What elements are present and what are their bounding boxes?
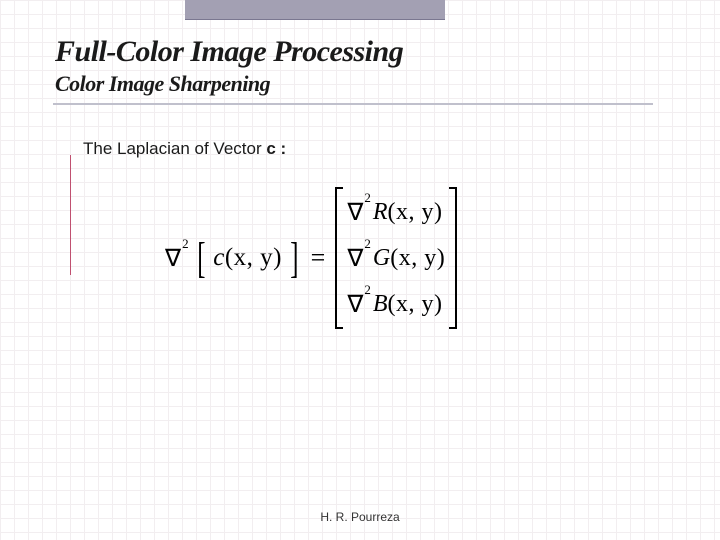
- nabla-icon: ∇: [347, 244, 363, 273]
- nabla-icon: ∇: [165, 244, 181, 273]
- row-operator: ∇2: [347, 290, 371, 319]
- row-fn: G: [373, 245, 390, 272]
- equals-sign: =: [311, 243, 326, 273]
- row-fn: B: [373, 291, 388, 318]
- matrix-left-bracket: [335, 187, 343, 329]
- row-sup: 2: [364, 190, 371, 206]
- body-prefix: The Laplacian of Vector: [83, 139, 266, 158]
- matrix-row: ∇2 R(x, y): [347, 195, 445, 229]
- nabla-icon: ∇: [347, 290, 363, 319]
- matrix-right-bracket: [449, 187, 457, 329]
- body-text: The Laplacian of Vector c :: [83, 139, 720, 159]
- slide-content: Full-Color Image Processing Color Image …: [0, 0, 720, 329]
- matrix-row: ∇2 B(x, y): [347, 287, 445, 321]
- matrix-rows: ∇2 R(x, y) ∇2 G(x, y) ∇2 B(x, y): [343, 187, 449, 329]
- rhs-matrix: ∇2 R(x, y) ∇2 G(x, y) ∇2 B(x, y): [335, 187, 457, 329]
- lhs-fn: c: [213, 244, 225, 271]
- lhs-left-bracket: [: [197, 236, 205, 280]
- nabla-icon: ∇: [347, 198, 363, 227]
- slide-title: Full-Color Image Processing: [55, 35, 720, 69]
- lhs-right-bracket: ]: [290, 236, 298, 280]
- row-sup: 2: [364, 282, 371, 298]
- title-underline: [53, 103, 653, 105]
- row-operator: ∇2: [347, 244, 371, 273]
- body-vector: c :: [266, 139, 286, 158]
- slide-subtitle: Color Image Sharpening: [55, 71, 720, 97]
- matrix-row: ∇2 G(x, y): [347, 241, 445, 275]
- lhs-operator: ∇2: [165, 244, 189, 273]
- lhs-sup: 2: [182, 236, 189, 252]
- row-args: (x, y): [390, 245, 445, 272]
- equation: ∇2 [ c(x, y) ] = ∇2 R(x, y) ∇2 G: [165, 187, 720, 329]
- row-args: (x, y): [388, 291, 443, 318]
- row-args: (x, y): [388, 199, 443, 226]
- footer-author: H. R. Pourreza: [0, 510, 720, 524]
- lhs-inner: c(x, y): [213, 244, 282, 272]
- row-fn: R: [373, 199, 388, 226]
- row-sup: 2: [364, 236, 371, 252]
- row-operator: ∇2: [347, 198, 371, 227]
- lhs-args: (x, y): [225, 244, 282, 271]
